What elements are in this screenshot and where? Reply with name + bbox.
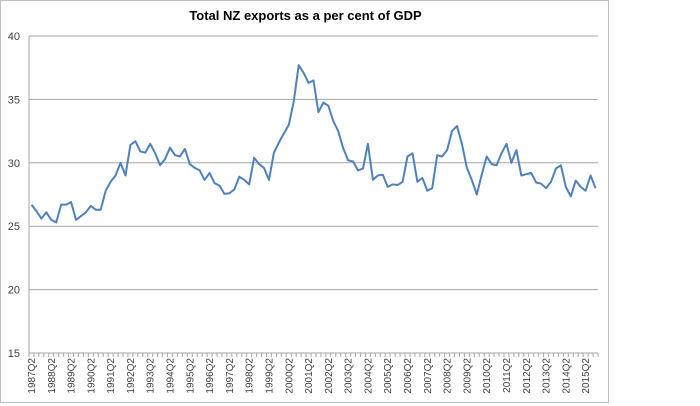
x-tick-label: 1987Q2 <box>27 358 38 394</box>
x-tick-label: 1999Q2 <box>264 358 275 394</box>
x-tick-label: 2012Q2 <box>522 358 533 394</box>
x-tick-label: 2008Q2 <box>443 358 454 394</box>
x-tick-label: 2014Q2 <box>561 358 572 394</box>
y-tick-label: 25 <box>8 221 20 233</box>
x-tick-label: 2011Q2 <box>502 358 513 393</box>
y-tick-label: 15 <box>8 348 20 360</box>
x-tick-label: 2013Q2 <box>542 358 553 394</box>
x-tick-label: 2009Q2 <box>462 358 473 394</box>
x-tick-label: 1990Q2 <box>86 358 97 394</box>
x-tick-label: 1992Q2 <box>126 358 137 394</box>
x-tick-label: 1996Q2 <box>205 358 216 394</box>
y-tick-label: 35 <box>8 94 20 106</box>
x-tick-label: 1988Q2 <box>47 358 58 394</box>
x-tick-label: 1998Q2 <box>245 358 256 394</box>
x-tick-label: 2007Q2 <box>423 358 434 394</box>
x-tick-label: 2004Q2 <box>363 358 374 394</box>
x-tick-label: 2002Q2 <box>324 358 335 394</box>
x-tick-label: 1989Q2 <box>67 358 78 394</box>
x-tick-label: 2015Q2 <box>581 358 592 394</box>
x-tick-label: 1993Q2 <box>146 358 157 394</box>
x-tick-label: 2003Q2 <box>344 358 355 394</box>
x-tick-label: 1997Q2 <box>225 358 236 394</box>
y-tick-label: 40 <box>8 31 20 43</box>
x-tick-label: 1994Q2 <box>166 358 177 394</box>
series-line <box>30 64 597 224</box>
x-tick-label: 2010Q2 <box>482 358 493 394</box>
x-tick-label: 2001Q2 <box>304 358 315 394</box>
x-tick-label: 1995Q2 <box>185 358 196 394</box>
x-tick-label: 2000Q2 <box>284 358 295 394</box>
y-tick-label: 30 <box>8 158 20 170</box>
y-tick-label: 20 <box>8 285 20 297</box>
x-tick-label: 2005Q2 <box>383 358 394 394</box>
chart-frame: Total NZ exports as a per cent of GDP <box>0 0 609 403</box>
chart-title: Total NZ exports as a per cent of GDP <box>189 8 422 23</box>
x-tick-label: 1991Q2 <box>106 358 117 394</box>
x-tick-label: 2006Q2 <box>403 358 414 394</box>
